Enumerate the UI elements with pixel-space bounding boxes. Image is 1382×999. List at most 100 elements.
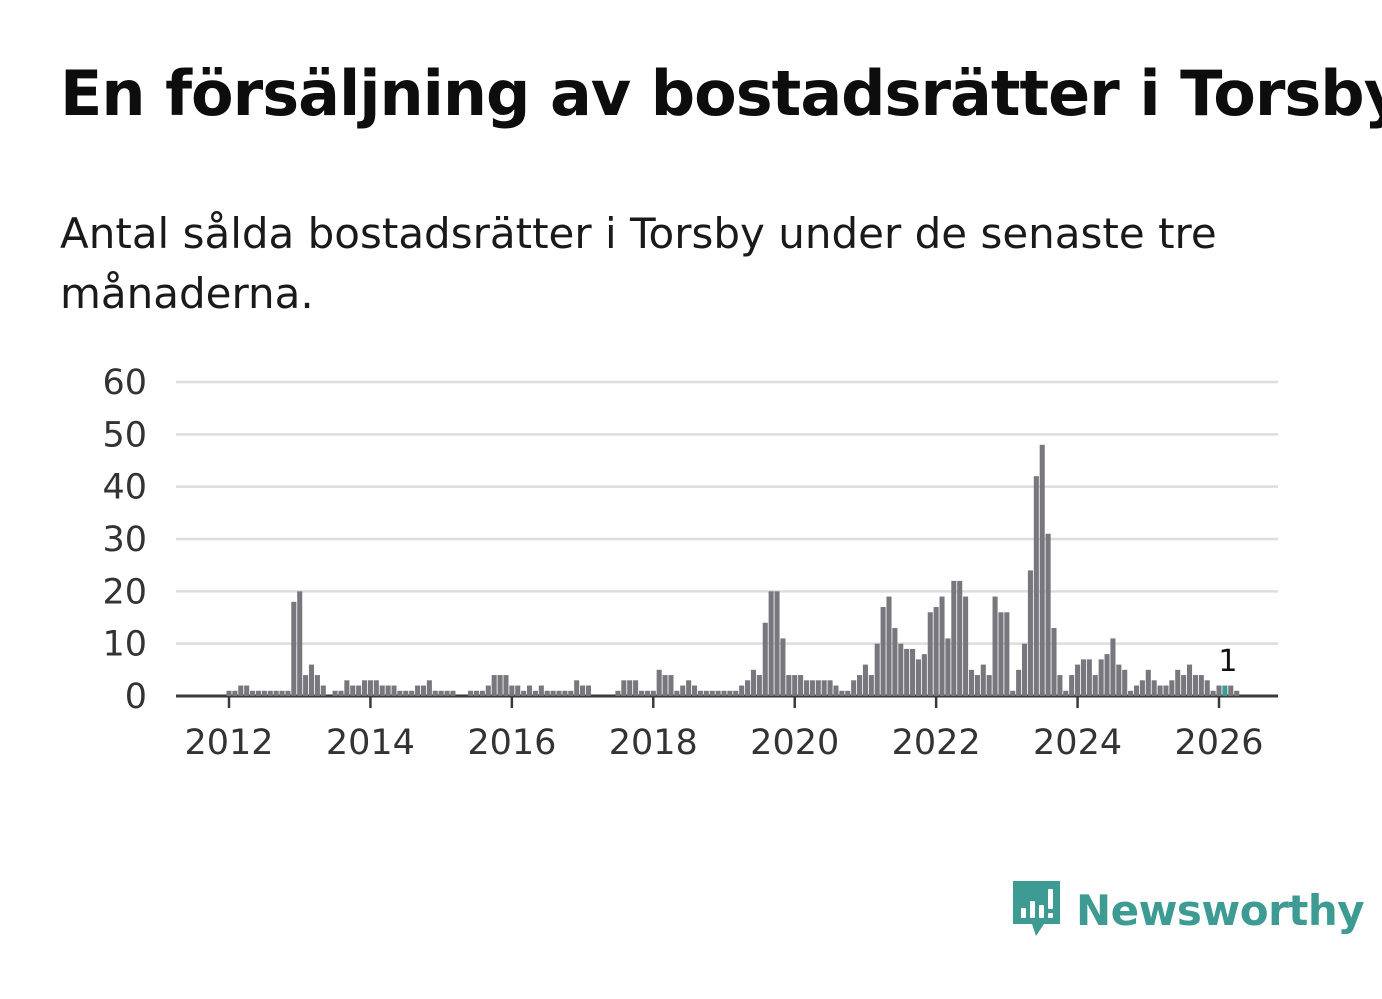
bar <box>1198 675 1204 696</box>
bar <box>833 685 839 696</box>
bar <box>692 685 698 696</box>
bar <box>485 685 491 696</box>
bar <box>1139 680 1145 696</box>
bar <box>727 690 733 696</box>
bar <box>562 690 568 696</box>
bar <box>957 580 963 696</box>
bar <box>1116 664 1122 696</box>
bar <box>332 690 338 696</box>
bar <box>415 685 421 696</box>
bar <box>426 680 432 696</box>
y-tick-label: 30 <box>102 520 147 560</box>
bar <box>538 685 544 696</box>
bar <box>479 690 485 696</box>
x-tick-label: 2022 <box>892 723 981 763</box>
y-tick-label: 50 <box>102 415 147 455</box>
newsworthy-logo[interactable]: Newsworthy <box>1010 878 1365 942</box>
bar <box>951 580 957 696</box>
bar <box>1151 680 1157 696</box>
bar <box>255 690 261 696</box>
bar <box>898 643 904 696</box>
bar <box>621 680 627 696</box>
bar <box>880 607 886 696</box>
y-axis-ticks: 0 10 20 30 40 50 60 <box>102 363 147 717</box>
bar <box>839 690 845 696</box>
bar <box>444 690 450 696</box>
bar <box>1033 476 1039 696</box>
bar <box>980 664 986 696</box>
bar <box>250 690 256 696</box>
bar <box>403 690 409 696</box>
y-tick-label: 40 <box>102 468 147 508</box>
bar <box>721 690 727 696</box>
bar <box>1022 643 1028 696</box>
y-tick-label: 60 <box>102 363 147 403</box>
bar <box>320 685 326 696</box>
bar <box>1069 675 1075 696</box>
bar <box>344 680 350 696</box>
bar <box>1010 690 1016 696</box>
bar <box>550 690 556 696</box>
bar <box>862 664 868 696</box>
bar <box>910 648 916 696</box>
bar <box>503 675 509 696</box>
bar <box>1234 690 1240 696</box>
bar <box>238 685 244 696</box>
bar <box>703 690 709 696</box>
bar <box>615 690 621 696</box>
bar <box>709 690 715 696</box>
bar <box>792 675 798 696</box>
bar <box>892 627 898 696</box>
bar <box>350 685 356 696</box>
bar <box>468 690 474 696</box>
bar <box>362 680 368 696</box>
bar <box>314 675 320 696</box>
bar <box>568 690 574 696</box>
bar <box>633 680 639 696</box>
bar <box>650 690 656 696</box>
bar <box>1228 685 1234 696</box>
bar <box>1104 654 1110 696</box>
bar <box>544 690 550 696</box>
bar <box>644 690 650 696</box>
bar <box>1086 659 1092 696</box>
bar <box>367 680 373 696</box>
bar <box>1128 690 1134 696</box>
bar <box>638 690 645 696</box>
bar <box>762 622 768 696</box>
bar <box>939 596 945 696</box>
bar <box>1192 675 1198 696</box>
bar-series <box>226 444 1240 696</box>
bar <box>656 669 662 696</box>
bar <box>697 690 703 696</box>
bar <box>491 675 497 696</box>
bar <box>373 680 379 696</box>
bar <box>379 685 385 696</box>
x-tick-label: 2024 <box>1033 723 1122 763</box>
bar <box>851 680 857 696</box>
bar <box>397 690 403 696</box>
bar <box>992 596 998 696</box>
bar <box>998 612 1004 696</box>
bar <box>438 690 444 696</box>
bar <box>1181 675 1187 696</box>
bar <box>1222 685 1228 696</box>
bar <box>845 690 851 696</box>
bar <box>1004 612 1010 696</box>
bar <box>1145 669 1151 696</box>
bar <box>308 664 315 696</box>
bar <box>409 690 415 696</box>
bar <box>868 675 874 696</box>
bar <box>1027 570 1033 696</box>
bar <box>1016 669 1022 696</box>
bar <box>674 690 680 696</box>
data-label-latest: 1 <box>1218 644 1237 679</box>
bar <box>1063 690 1069 696</box>
bar <box>915 659 921 696</box>
bar <box>963 596 969 696</box>
bar <box>515 685 521 696</box>
x-tick-label: 2016 <box>467 723 556 763</box>
bar <box>450 690 456 696</box>
bar <box>1163 685 1169 696</box>
